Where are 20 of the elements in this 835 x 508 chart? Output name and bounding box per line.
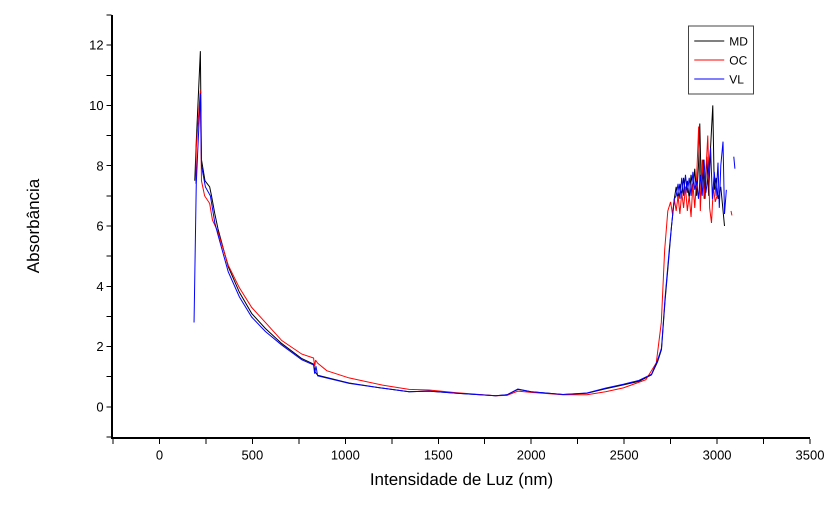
- x-tick-label: 2000: [516, 447, 546, 462]
- y-tick-label: 12: [89, 38, 104, 53]
- x-tick-label: 500: [242, 447, 264, 462]
- x-tick-label: 2500: [610, 447, 639, 462]
- legend-label: VL: [729, 72, 744, 87]
- y-tick-label: 10: [89, 98, 104, 113]
- x-tick-label: 1000: [330, 447, 360, 462]
- x-tick-label: 3000: [702, 447, 732, 462]
- y-tick-label: 8: [96, 158, 104, 174]
- legend-label: MD: [729, 34, 748, 49]
- x-tick-label: 3500: [796, 447, 824, 462]
- x-tick-label: 0: [156, 447, 164, 462]
- x-axis-title: Intensidade de Luz (nm): [370, 470, 554, 490]
- x-tick-label: 1500: [424, 447, 453, 462]
- y-tick-label: 2: [96, 339, 104, 354]
- y-tick-label: 6: [96, 218, 104, 234]
- legend-label: OC: [729, 54, 748, 68]
- y-tick-label: 4: [96, 278, 104, 294]
- y-tick-label: 0: [96, 399, 104, 414]
- y-axis-title: Absorbância: [24, 178, 44, 274]
